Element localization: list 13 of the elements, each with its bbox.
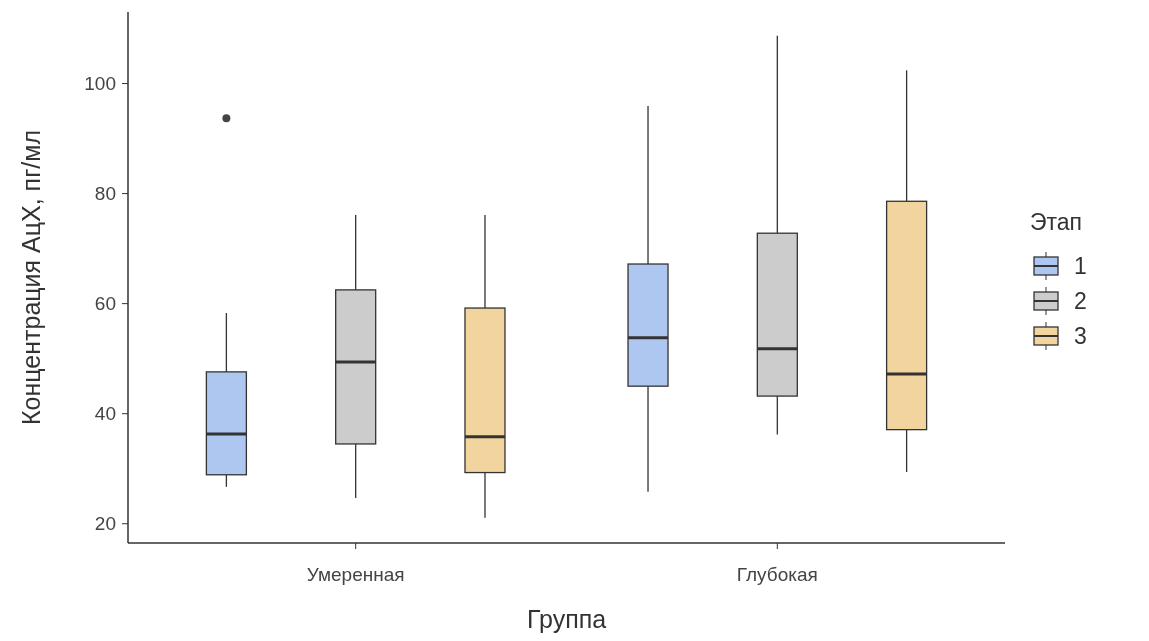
legend-label: 2 [1074,288,1087,315]
x-tick-label: Умеренная [306,564,405,585]
y-tick-label: 100 [84,73,116,95]
y-tick-label: 60 [94,293,116,315]
legend-title: Этап [1030,209,1083,235]
y-tick-label: 40 [94,403,116,425]
x-axis-title: Группа [526,605,607,633]
legend-label: 1 [1074,253,1087,280]
y-tick-label: 80 [94,183,116,205]
y-tick-label: 20 [94,513,116,535]
legend-label: 3 [1074,323,1087,350]
y-axis-title: Концентрация АцХ, пг/мл [17,130,45,425]
x-tick-label: Глубокая [736,564,818,585]
